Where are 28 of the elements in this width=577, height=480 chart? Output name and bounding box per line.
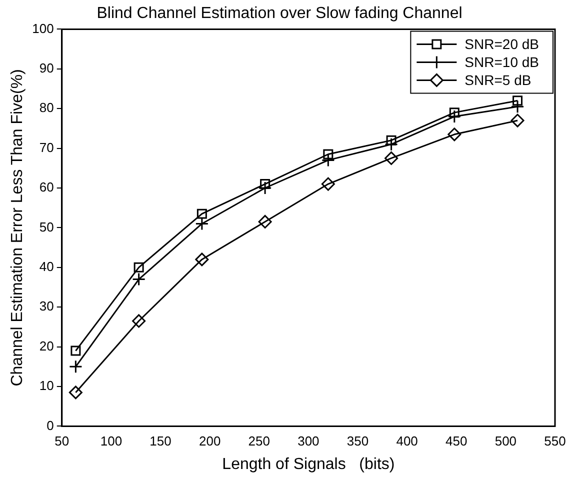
y-tick-label: 30: [39, 298, 54, 314]
y-tick-label: 40: [39, 258, 54, 274]
x-tick-label: 250: [248, 434, 270, 449]
y-tick-label: 90: [39, 60, 54, 76]
legend-label: SNR=10 dB: [464, 54, 540, 70]
y-tick-label: 70: [39, 140, 54, 155]
legend-label: SNR=5 dB: [464, 72, 532, 88]
x-tick-label: 500: [494, 434, 517, 449]
y-tick-label: 20: [39, 338, 54, 354]
y-tick-label: 60: [39, 180, 54, 195]
x-tick-label: 50: [54, 434, 70, 449]
y-axis-title: Channel Estimation Error Less Than Five(%): [9, 69, 26, 386]
y-tick-label: 10: [39, 378, 54, 394]
legend-label: SNR=20 dB: [464, 36, 540, 52]
x-tick-label: 550: [544, 434, 566, 449]
y-tick-label: 100: [32, 20, 54, 36]
x-tick-label: 450: [446, 434, 468, 449]
y-tick-label: 50: [39, 219, 54, 234]
x-tick-label: 200: [198, 434, 221, 449]
x-axis-title: Length of Signals (bits): [222, 456, 395, 473]
x-tick-label: 400: [396, 434, 418, 449]
x-tick-label: 100: [100, 434, 122, 449]
x-tick-label: 350: [346, 434, 369, 449]
x-tick-label: 300: [298, 434, 320, 449]
chart-title: Blind Channel Estimation over Slow fading Channel: [96, 5, 462, 22]
y-tick-label: 80: [39, 100, 54, 116]
y-tick-label: 0: [46, 418, 54, 433]
x-tick-label: 150: [150, 434, 172, 449]
